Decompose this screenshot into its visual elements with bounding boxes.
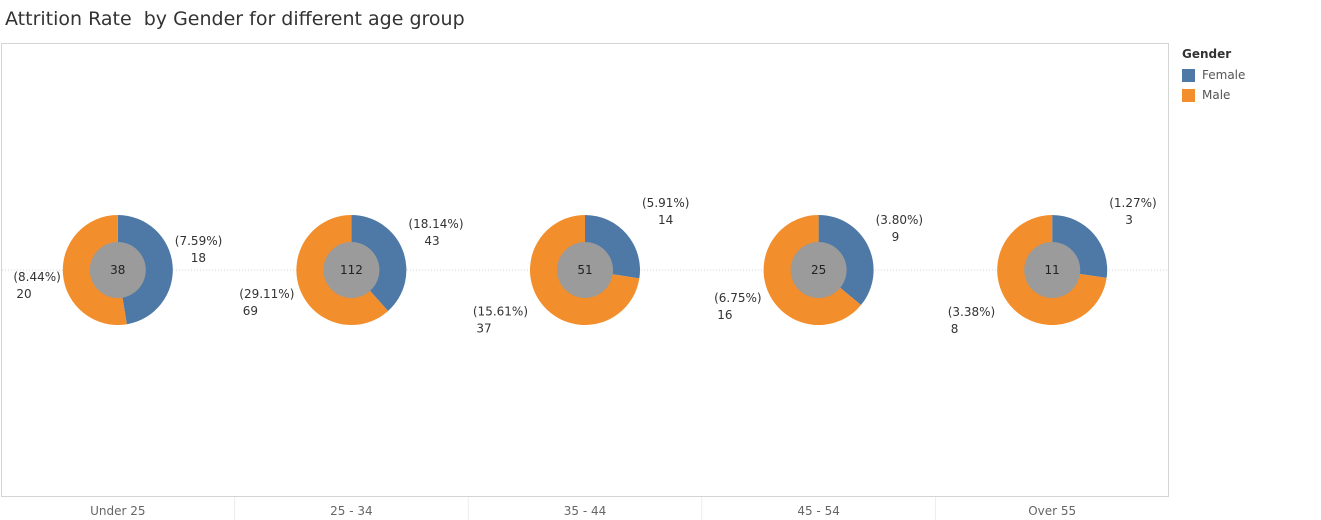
- slice-count-label-male-4: 16: [717, 308, 732, 322]
- pie-slice-female-2: [351, 215, 407, 312]
- slice-pct-label-female-4: (3.80%): [876, 213, 923, 227]
- donut-total-label-2: 112: [340, 263, 363, 277]
- plot-frame: [1, 43, 1169, 497]
- slice-pct-label-female-2: (18.14%): [408, 217, 463, 231]
- slice-pct-label-male-4: (6.75%): [714, 291, 761, 305]
- slice-count-label-male-3: 37: [476, 322, 491, 336]
- donut-total-label-3: 51: [577, 263, 592, 277]
- legend-title: Gender: [1182, 47, 1232, 61]
- slice-count-label-male-1: 20: [16, 287, 31, 301]
- donut-center-1: [89, 242, 146, 298]
- legend: Gender Female Male: [1182, 47, 1245, 105]
- slice-count-label-female-4: 9: [892, 230, 900, 244]
- donut-center-3: [557, 242, 613, 298]
- legend-swatch-male: [1182, 88, 1195, 102]
- donut-total-label-1: 38: [110, 263, 125, 277]
- legend-label-male: Male: [1202, 88, 1231, 102]
- slice-count-label-female-2: 43: [424, 234, 439, 248]
- slice-count-label-female-5: 3: [1125, 213, 1133, 227]
- donut-total-label-5: 11: [1045, 263, 1060, 277]
- x-tick-label-5: Over 55: [1028, 504, 1076, 518]
- slice-pct-label-female-3: (5.91%): [642, 196, 689, 210]
- slice-pct-label-male-2: (29.11%): [239, 287, 294, 301]
- legend-item-male[interactable]: Male: [1182, 85, 1245, 105]
- donut-total-label-4: 25: [811, 263, 826, 277]
- x-tick-label-4: 45 - 54: [797, 504, 840, 518]
- slice-pct-label-male-3: (15.61%): [473, 305, 528, 319]
- chart-title: Attrition Rate by Gender for different a…: [5, 8, 465, 30]
- slice-pct-label-female-5: (1.27%): [1109, 196, 1156, 210]
- slice-pct-label-male-1: (8.44%): [13, 270, 60, 284]
- donut-center-4: [790, 242, 847, 298]
- slice-pct-label-male-5: (3.38%): [948, 305, 995, 319]
- slice-count-label-male-5: 8: [951, 322, 959, 336]
- pie-slice-female-4: [818, 215, 874, 306]
- donut-center-2: [323, 242, 380, 298]
- x-tick-label-1: Under 25: [90, 504, 145, 518]
- legend-label-female: Female: [1202, 68, 1246, 82]
- x-tick-label-3: 35 - 44: [564, 504, 607, 518]
- slice-count-label-female-1: 18: [191, 251, 206, 265]
- x-tick-label-2: 25 - 34: [330, 504, 373, 518]
- slice-count-label-male-2: 69: [243, 304, 258, 318]
- donut-center-5: [1024, 242, 1081, 298]
- legend-item-female[interactable]: Female: [1182, 65, 1245, 85]
- legend-swatch-female: [1182, 68, 1195, 82]
- slice-pct-label-female-1: (7.59%): [175, 234, 222, 248]
- slice-count-label-female-3: 14: [658, 213, 673, 227]
